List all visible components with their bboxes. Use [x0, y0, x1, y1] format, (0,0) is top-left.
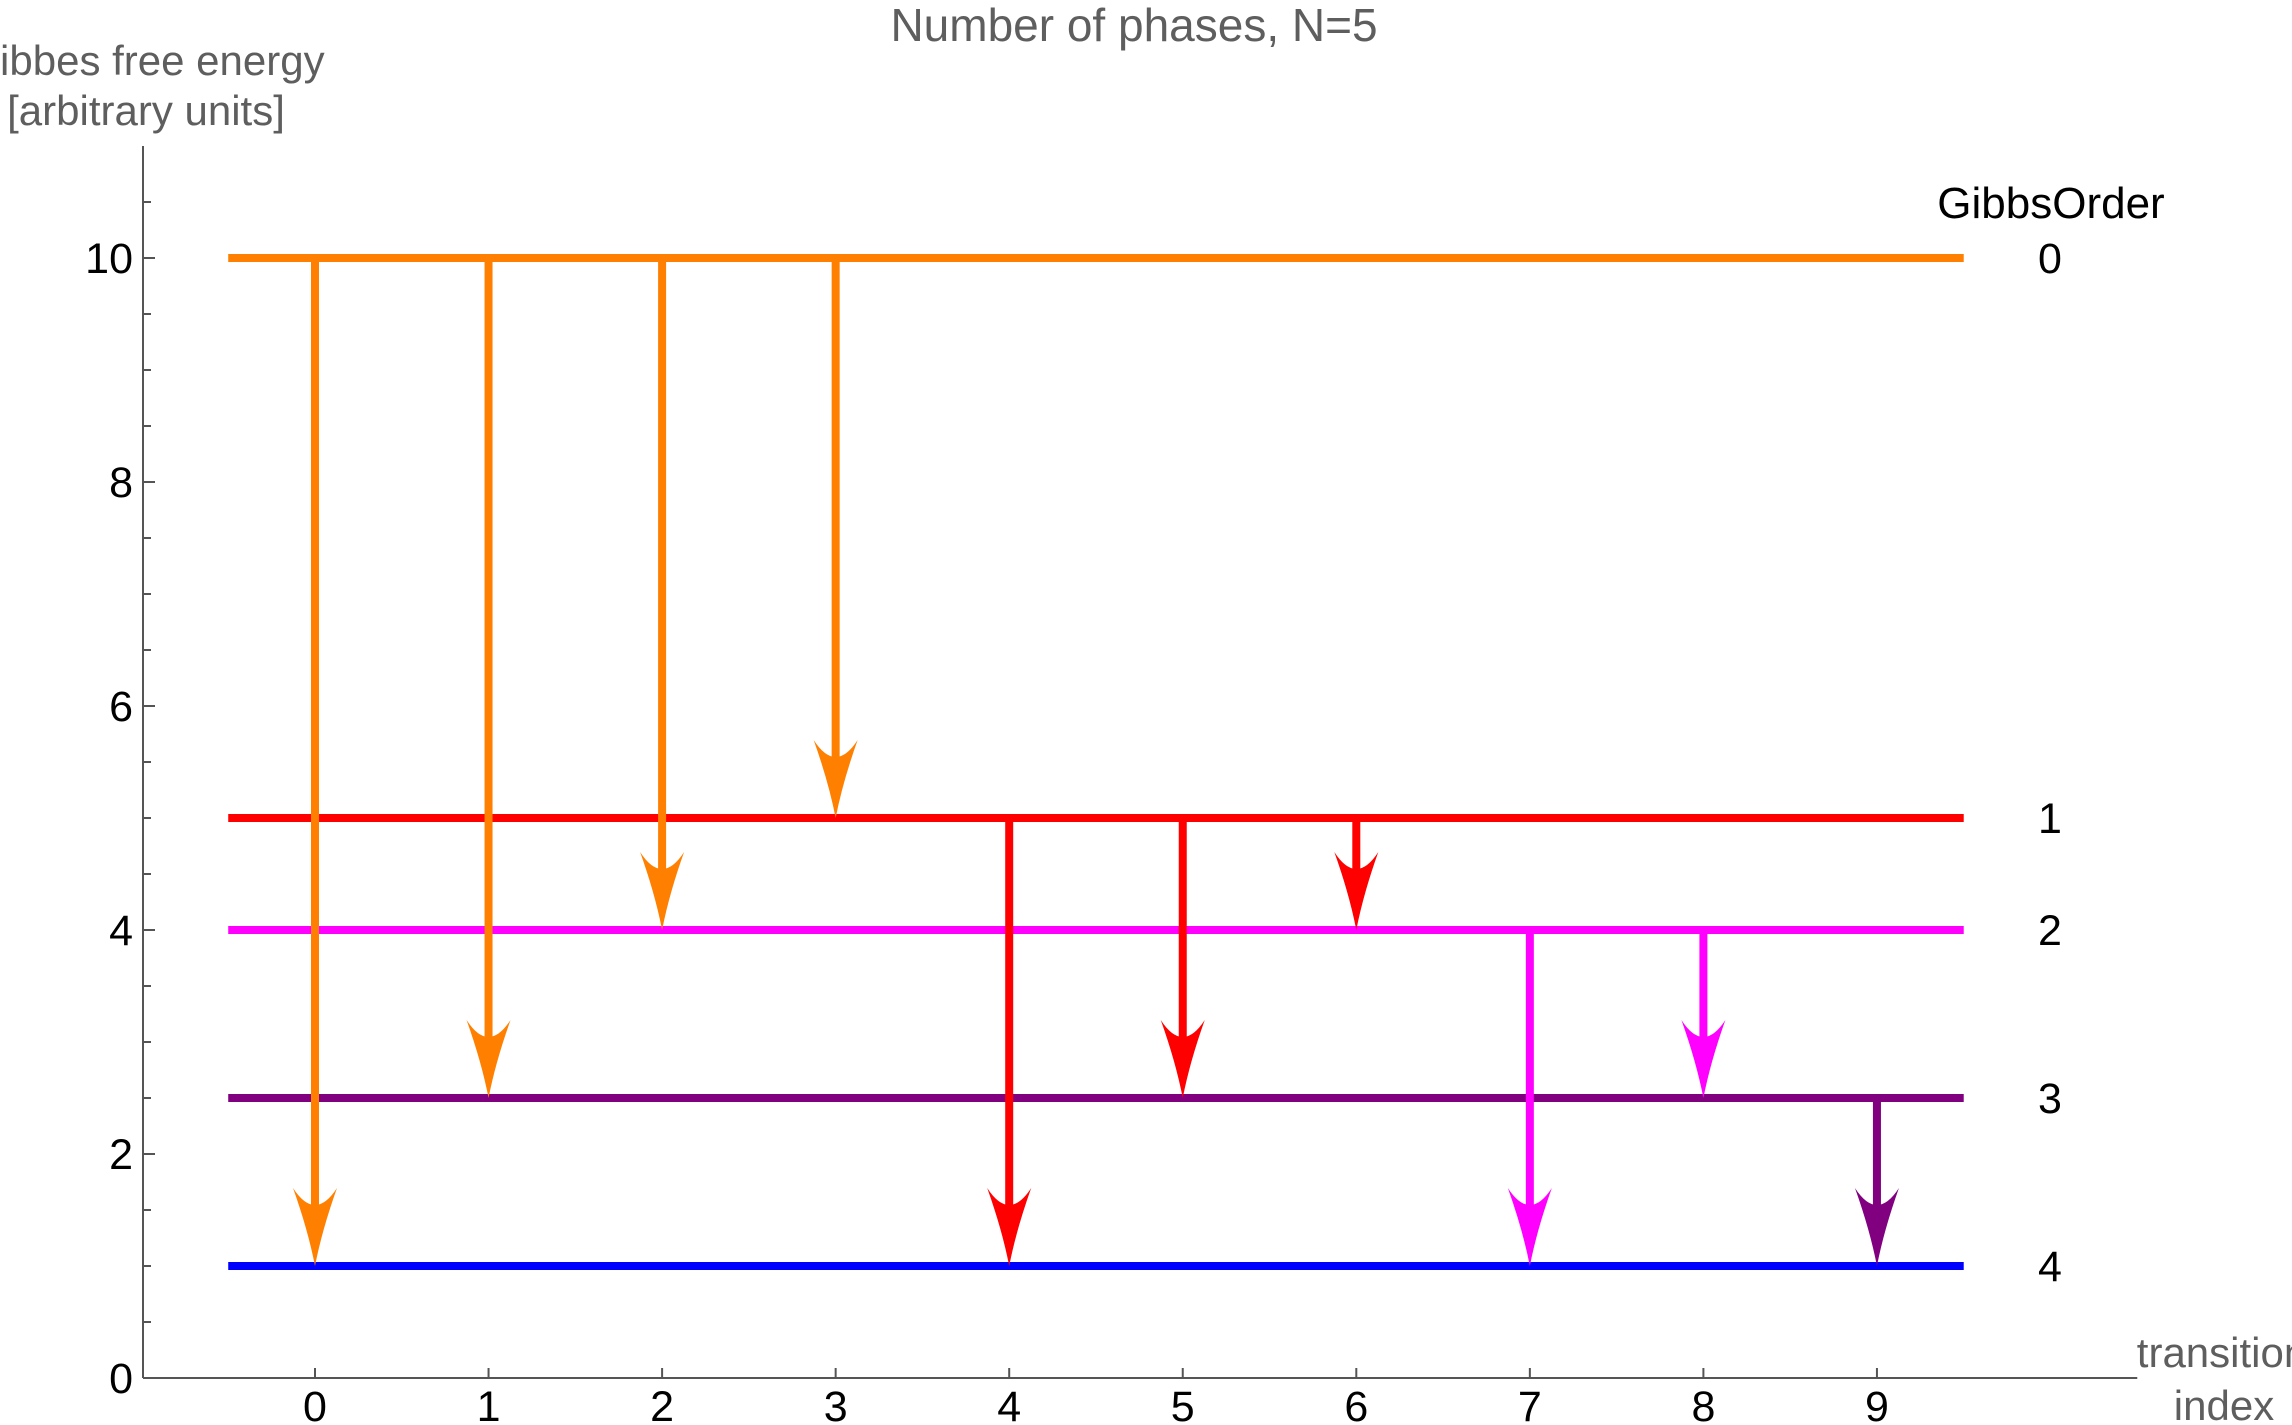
transition-arrowhead-0	[293, 1188, 337, 1266]
chart-title: Number of phases, N=5	[890, 0, 1378, 51]
x-tick-label: 0	[303, 1383, 327, 1425]
y-tick-label: 10	[85, 235, 133, 283]
y-tick-label: 0	[109, 1355, 133, 1403]
y-axis-label-line1: Gibbes free energy	[0, 37, 325, 84]
x-tick-label: 1	[477, 1383, 501, 1425]
x-tick-label: 7	[1518, 1383, 1542, 1425]
x-tick-label: 5	[1171, 1383, 1195, 1425]
transition-arrowhead-2	[640, 852, 685, 930]
transition-arrowhead-1	[466, 1020, 511, 1098]
x-axis-label-line1: transition	[2136, 1329, 2292, 1376]
y-tick-label: 4	[109, 907, 133, 955]
legend-title: GibbsOrder	[1937, 179, 2165, 228]
transition-arrowhead-4	[987, 1188, 1032, 1266]
x-tick-label: 8	[1691, 1383, 1715, 1425]
legend-entry-1: 1	[2038, 795, 2062, 843]
legend-entry-0: 0	[2038, 235, 2062, 283]
transition-arrowhead-5	[1160, 1020, 1205, 1098]
transition-arrowhead-7	[1507, 1188, 1552, 1266]
y-tick-label: 6	[109, 683, 133, 731]
x-tick-label: 9	[1865, 1383, 1889, 1425]
y-axis-label-line2: [arbitrary units]	[7, 87, 285, 134]
transition-arrowhead-8	[1681, 1020, 1726, 1098]
x-tick-label: 4	[997, 1383, 1021, 1425]
legend-entry-4: 4	[2038, 1243, 2062, 1291]
transition-arrowhead-9	[1854, 1188, 1899, 1266]
transition-arrowhead-6	[1334, 852, 1379, 930]
legend-entry-2: 2	[2038, 907, 2062, 955]
x-tick-label: 3	[824, 1383, 848, 1425]
y-tick-label: 8	[109, 459, 133, 507]
x-axis-label-line2: index	[2173, 1382, 2275, 1425]
transition-arrowhead-3	[813, 740, 858, 818]
legend-entry-3: 3	[2038, 1075, 2062, 1123]
x-tick-label: 6	[1344, 1383, 1368, 1425]
x-tick-label: 2	[650, 1383, 674, 1425]
y-tick-label: 2	[109, 1131, 133, 1179]
